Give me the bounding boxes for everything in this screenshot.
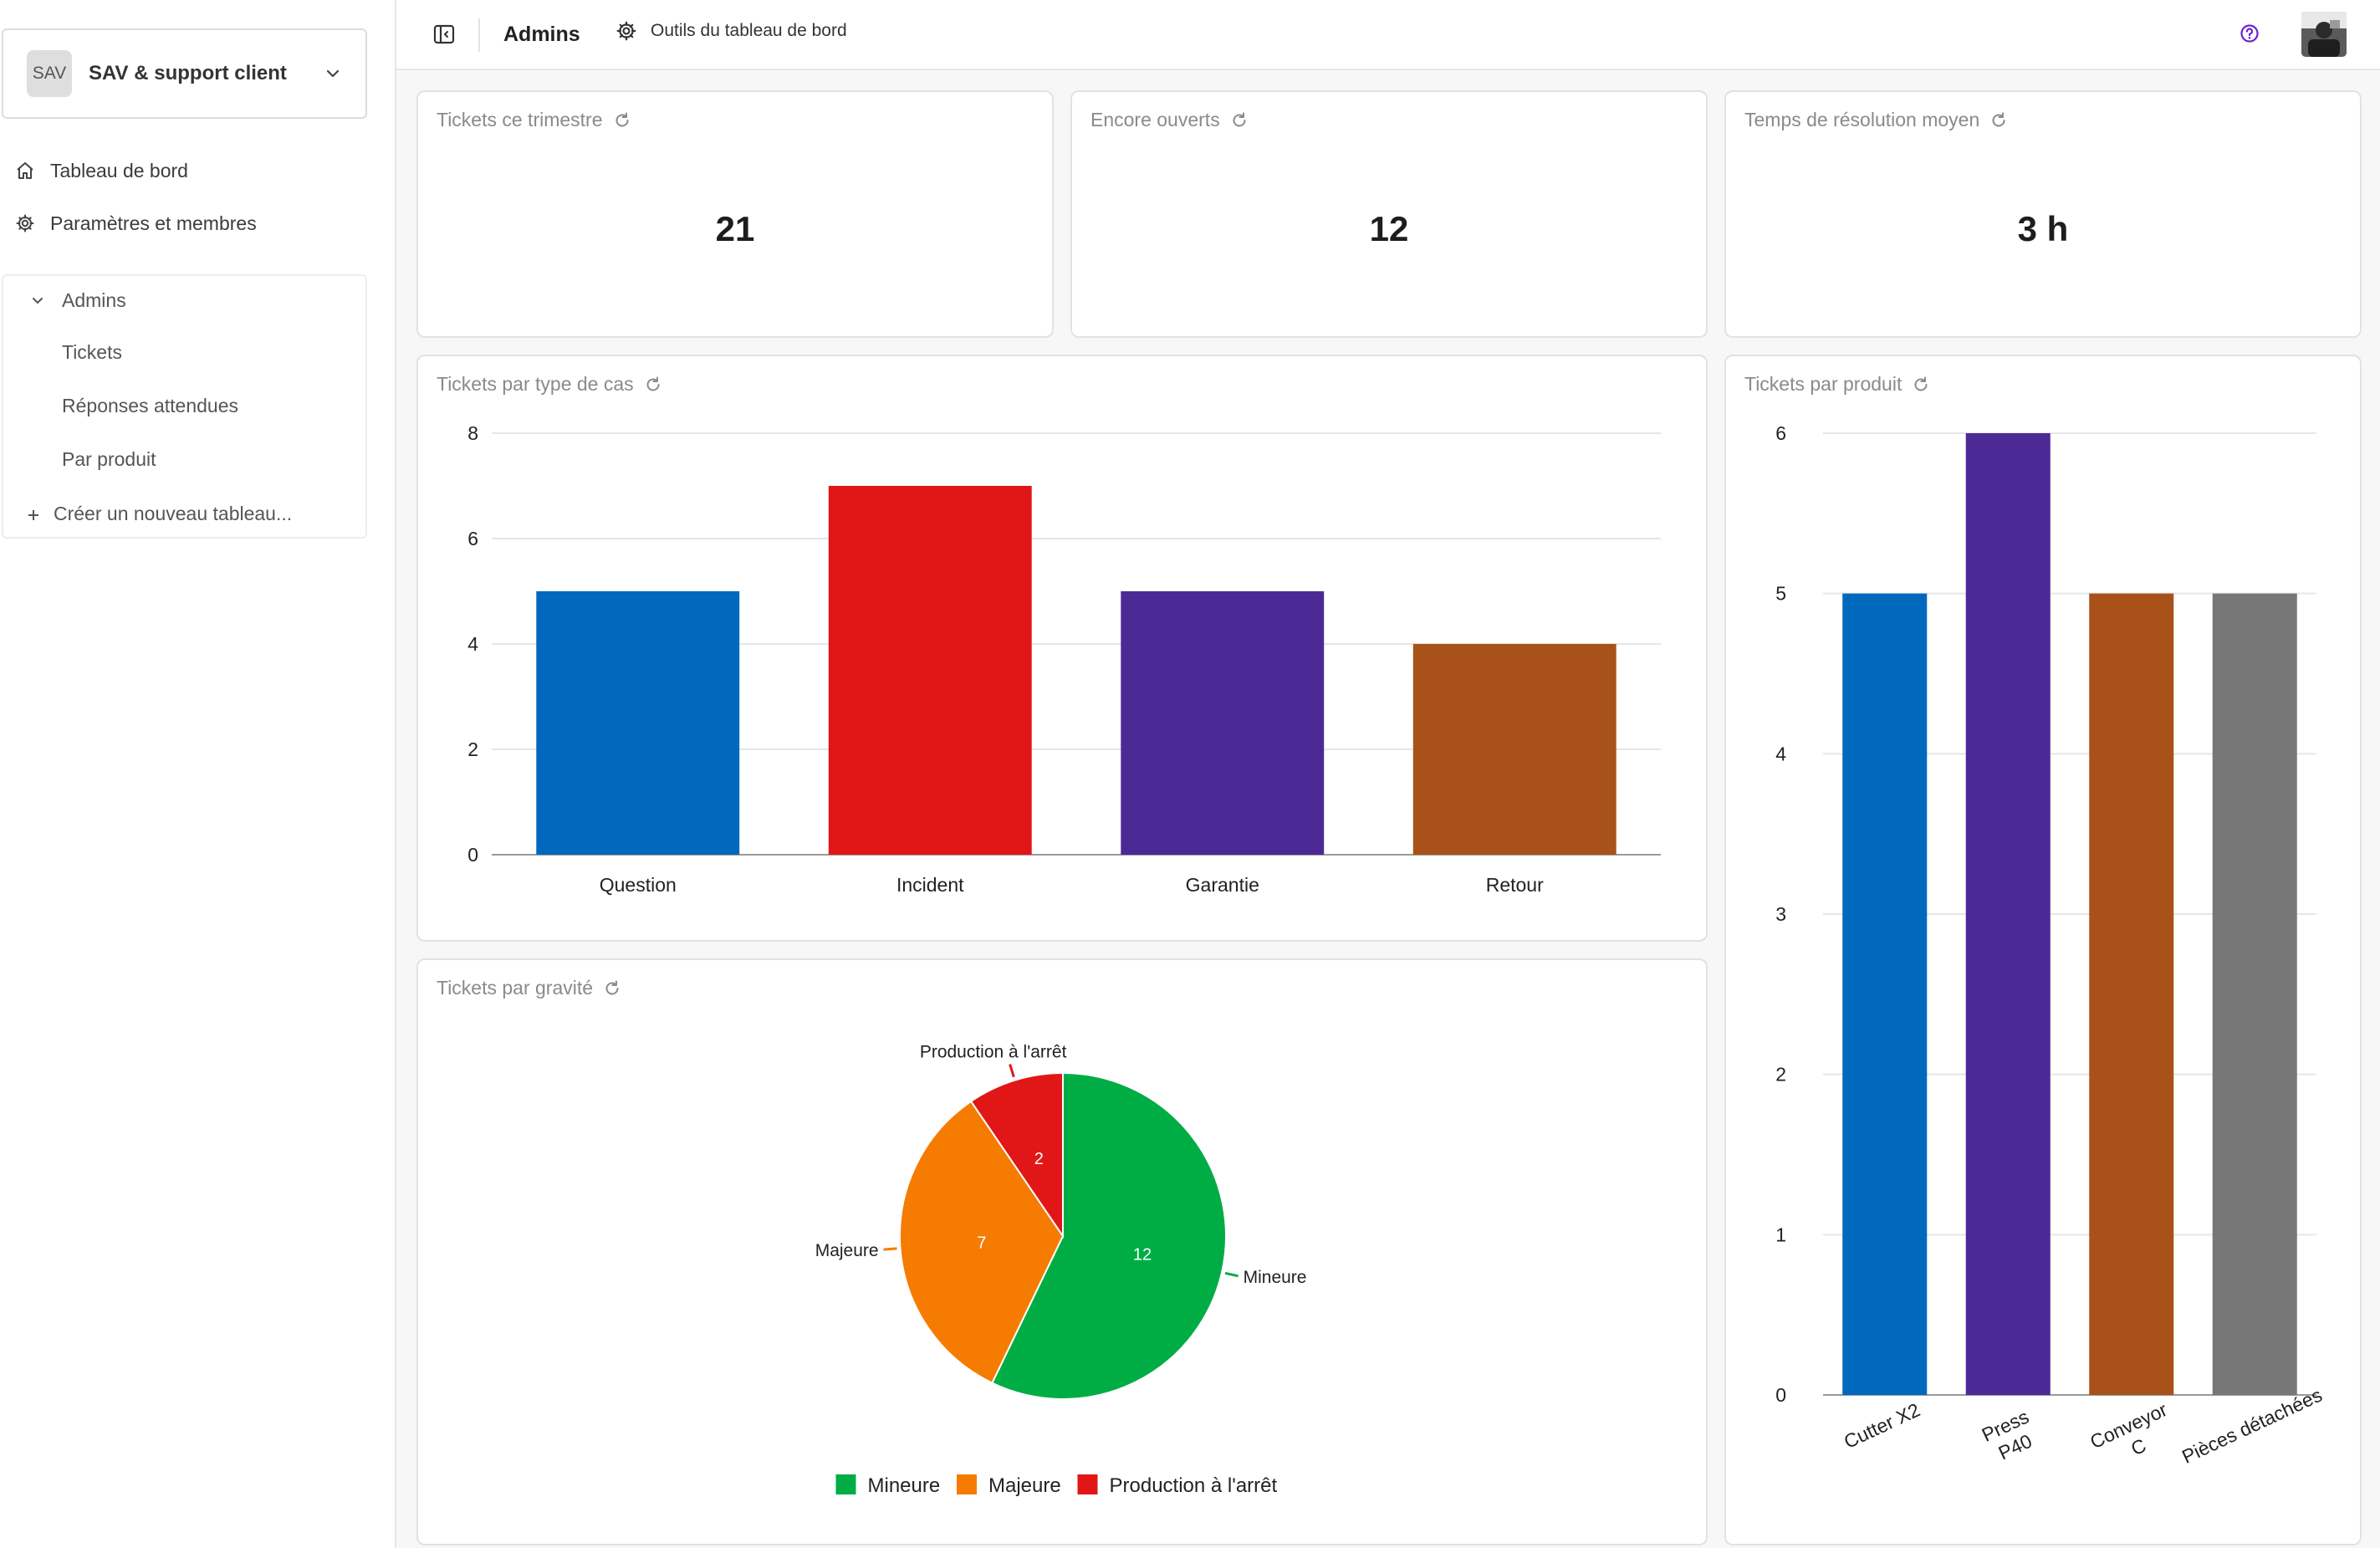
x-tick-label: Incident xyxy=(896,874,964,896)
chart-title: Tickets par produit xyxy=(1744,373,1902,395)
workspace-selector[interactable]: SAV SAV & support client xyxy=(2,28,367,119)
sidebar-toggle-icon[interactable] xyxy=(433,23,455,45)
bar-cutter-x2 xyxy=(1842,593,1928,1395)
y-tick-label: 8 xyxy=(467,422,478,444)
pie-slice-1 xyxy=(899,1100,1065,1385)
chevron-down-icon xyxy=(326,69,340,78)
pie-leader-line xyxy=(1224,1271,1239,1278)
y-tick-label: 3 xyxy=(1775,903,1786,925)
refresh-icon[interactable] xyxy=(1989,111,2008,130)
legend-swatch xyxy=(835,1474,856,1494)
sidebar: SAV SAV & support client Tableau de bord… xyxy=(0,0,396,1548)
pie-chart-gravite: 12 Mineure 7 Majeure 2 Production à l'arrêt Mi… xyxy=(815,1043,1307,1497)
y-tick-label: 6 xyxy=(467,528,478,549)
dashboard-group: Admins Tickets Réponses attendues Par pr… xyxy=(2,274,367,539)
pie-leader-line xyxy=(1009,1064,1015,1078)
pie-outer-label: Mineure xyxy=(1244,1268,1307,1287)
pie-outer-label: Majeure xyxy=(815,1241,879,1260)
pie-value-label: 12 xyxy=(1133,1246,1152,1264)
bar-conveyor-c xyxy=(2089,593,2174,1395)
help-icon[interactable] xyxy=(2240,23,2260,43)
x-tick-label: Question xyxy=(600,874,677,896)
bar-garantie xyxy=(1121,591,1325,855)
kpi-title: Encore ouverts xyxy=(1090,109,1220,130)
bar-incident xyxy=(828,486,1032,855)
chart-title: Tickets par gravité xyxy=(437,977,594,999)
chart-title: Tickets par type de cas xyxy=(437,373,634,395)
legend-swatch xyxy=(1077,1474,1098,1494)
dashboard-tools-label: Outils du tableau de bord xyxy=(651,21,847,40)
x-tick-label: Retour xyxy=(1486,874,1544,896)
kpi-title: Temps de résolution moyen xyxy=(1744,109,1980,130)
bar-retour xyxy=(1412,644,1616,855)
kpi-value: 3 h xyxy=(2017,209,2069,248)
top-bar: Admins Outils du tableau de bord xyxy=(396,0,2380,70)
x-tick-label: Pièces détachées xyxy=(2178,1384,2326,1468)
dashboard-tools-button[interactable]: Outils du tableau de bord xyxy=(615,20,847,42)
pie-slice-2 xyxy=(969,1071,1064,1239)
pie-value-label: 7 xyxy=(977,1234,986,1252)
refresh-icon[interactable] xyxy=(644,376,662,394)
kpi-card-encore-ouverts: Encore ouverts 12 xyxy=(1070,90,1708,338)
x-tick-label: Cutter X2 xyxy=(1841,1398,1923,1453)
refresh-icon[interactable] xyxy=(1912,376,1930,394)
chart-card-gravite: Tickets par gravité 12 Mineure 7 Majeure 2 Pr… xyxy=(416,958,1708,1545)
bar-pi-ces-d-tach-es xyxy=(2212,593,2297,1395)
bar-chart-par-produit: 0 1 2 3 4 5 6 Cutter X2 PressP40 ConveyorC Pièces … xyxy=(1775,422,2326,1474)
nav-dashboard[interactable]: Tableau de bord xyxy=(0,151,188,190)
chart-card-type-de-cas: Tickets par type de cas 0 2 4 6 8 Question Inc… xyxy=(416,355,1708,942)
legend-label: Production à l'arrêt xyxy=(1110,1474,1278,1497)
legend-label: Mineure xyxy=(868,1474,941,1497)
y-tick-label: 4 xyxy=(467,633,478,655)
kpi-value: 21 xyxy=(715,209,755,248)
x-tick-label: ConveyorC xyxy=(2086,1398,2180,1474)
gear-icon xyxy=(616,21,636,41)
y-tick-label: 0 xyxy=(1775,1384,1786,1406)
workspace-logo: SAV xyxy=(27,50,72,97)
kpi-card-temps-resolution: Temps de résolution moyen 3 h xyxy=(1724,90,2362,338)
y-tick-label: 1 xyxy=(1775,1224,1786,1245)
nav-settings[interactable]: Paramètres et membres xyxy=(0,204,257,243)
gear-icon xyxy=(16,214,34,232)
nav-settings-label: Paramètres et membres xyxy=(50,212,257,234)
y-tick-label: 6 xyxy=(1775,422,1786,444)
x-tick-label: Garantie xyxy=(1186,874,1259,896)
create-dashboard-link[interactable]: Créer un nouveau tableau... xyxy=(54,503,293,524)
page-title: Admins xyxy=(503,23,580,46)
bar-press-p40 xyxy=(1965,433,2051,1395)
avatar[interactable] xyxy=(2301,12,2347,57)
y-tick-label: 5 xyxy=(1775,583,1786,605)
refresh-icon[interactable] xyxy=(603,979,621,998)
y-tick-label: 2 xyxy=(1775,1064,1786,1086)
bar-chart-type-de-cas: 0 2 4 6 8 Question Incident Garantie Retour xyxy=(467,422,1661,896)
chevron-down-icon[interactable] xyxy=(31,294,44,308)
pie-slice-0 xyxy=(991,1071,1227,1400)
chart-card-par-produit: Tickets par produit 0 1 2 3 4 5 6 Cutter X2 Pres… xyxy=(1724,355,2362,1545)
pie-value-label: 2 xyxy=(1034,1150,1044,1168)
group-item-tickets[interactable]: Tickets xyxy=(62,341,122,363)
home-icon xyxy=(17,162,33,179)
plus-icon xyxy=(28,510,38,520)
divider xyxy=(478,18,480,52)
refresh-icon[interactable] xyxy=(613,111,631,130)
group-item-par-produit[interactable]: Par produit xyxy=(62,448,156,470)
group-title-admins[interactable]: Admins xyxy=(62,289,126,311)
workspace-name: SAV & support client xyxy=(89,62,287,84)
bar-question xyxy=(536,591,740,855)
kpi-title: Tickets ce trimestre xyxy=(437,109,603,130)
legend-swatch xyxy=(957,1474,977,1494)
legend-label: Majeure xyxy=(988,1474,1061,1497)
pie-outer-label: Production à l'arrêt xyxy=(920,1043,1067,1062)
group-item-reponses-attendues[interactable]: Réponses attendues xyxy=(62,395,238,416)
kpi-card-tickets-trimestre: Tickets ce trimestre 21 xyxy=(416,90,1054,338)
kpi-value: 12 xyxy=(1369,209,1409,248)
x-tick-label: PressP40 xyxy=(1979,1406,2042,1468)
refresh-icon[interactable] xyxy=(1230,111,1249,130)
y-tick-label: 4 xyxy=(1775,743,1786,764)
nav-dashboard-label: Tableau de bord xyxy=(50,159,188,181)
y-tick-label: 0 xyxy=(467,844,478,866)
y-tick-label: 2 xyxy=(467,738,478,760)
